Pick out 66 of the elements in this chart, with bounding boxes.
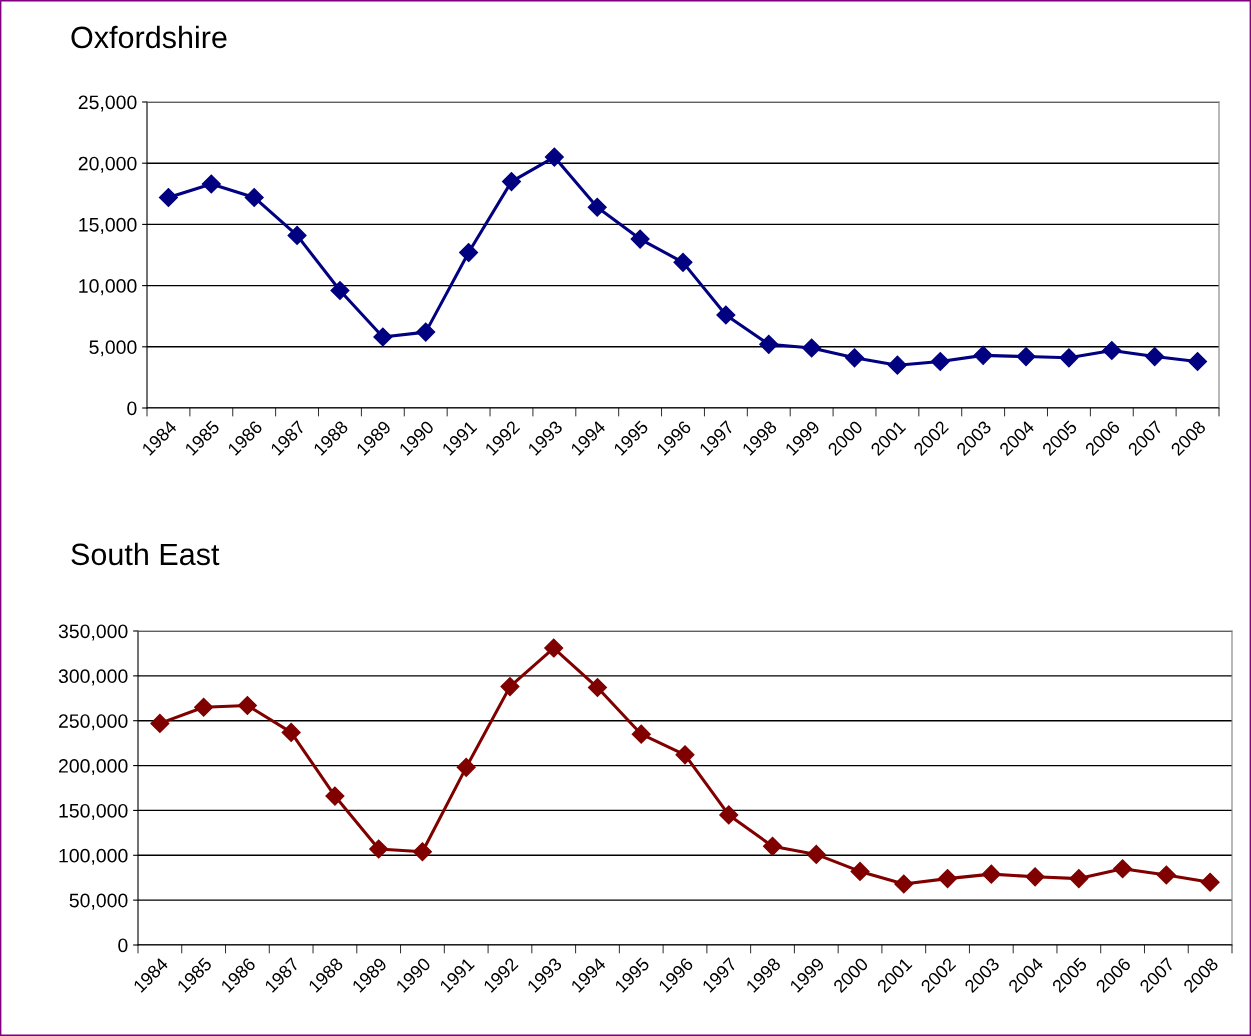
point: [759, 334, 779, 354]
point: [587, 197, 607, 217]
y-tick-label: 0: [118, 938, 128, 953]
point: [544, 147, 564, 167]
point: [1113, 859, 1133, 879]
point: [1069, 869, 1089, 889]
point: [716, 305, 736, 325]
point: [237, 695, 257, 715]
y-tick-label: 50,000: [69, 893, 128, 910]
point: [930, 351, 950, 372]
point: [459, 243, 479, 263]
point: [456, 757, 476, 777]
point: [201, 174, 221, 194]
y-tick-label: 20,000: [78, 156, 137, 173]
point: [150, 713, 170, 733]
point: [806, 844, 826, 864]
point: [973, 345, 993, 365]
point: [673, 252, 693, 272]
point: [244, 187, 264, 208]
point: [194, 697, 214, 717]
point: [762, 836, 783, 856]
point: [631, 724, 651, 744]
point: [1145, 347, 1165, 367]
point: [412, 842, 432, 862]
point: [287, 225, 307, 245]
point: [325, 786, 345, 806]
point: [802, 338, 822, 358]
y-tick-label: 150,000: [59, 803, 128, 820]
chart-title: South East: [71, 542, 220, 566]
point: [1156, 865, 1176, 885]
point: [369, 839, 389, 859]
point: [500, 677, 520, 697]
point: [844, 348, 865, 368]
y-tick-label: 25,000: [78, 95, 137, 112]
y-tick-label: 350,000: [58, 624, 128, 641]
chart-title: Oxfordshire: [71, 25, 227, 49]
y-tick-label: 10,000: [79, 279, 137, 296]
point: [330, 280, 350, 301]
point: [981, 864, 1001, 884]
y-tick-label: 5,000: [89, 340, 137, 357]
point: [1016, 347, 1036, 367]
point: [1025, 867, 1045, 887]
point: [1059, 348, 1079, 368]
point: [1200, 872, 1220, 892]
point: [1102, 340, 1122, 361]
point: [373, 327, 393, 347]
point: [158, 187, 178, 208]
point: [894, 874, 914, 894]
point: [630, 229, 650, 249]
point: [675, 745, 695, 765]
point: [587, 677, 608, 698]
point: [719, 805, 739, 825]
point: [850, 861, 870, 881]
y-tick-label: 0: [127, 401, 137, 416]
point: [501, 172, 522, 192]
y-tick-label: 300,000: [58, 669, 128, 686]
y-tick-label: 250,000: [58, 714, 128, 731]
point: [416, 322, 436, 342]
point: [1188, 351, 1208, 372]
y-tick-label: 15,000: [79, 217, 137, 234]
point: [938, 869, 958, 889]
point: [281, 722, 301, 742]
y-tick-label: 100,000: [59, 848, 128, 865]
point: [544, 638, 564, 658]
point: [887, 355, 907, 375]
y-tick-label: 200,000: [58, 759, 128, 776]
